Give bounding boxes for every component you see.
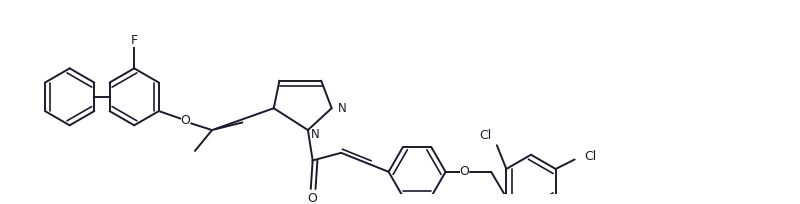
Text: F: F: [130, 34, 138, 47]
Text: Cl: Cl: [479, 129, 491, 142]
Text: O: O: [460, 165, 470, 178]
Text: N: N: [338, 102, 347, 115]
Text: O: O: [308, 192, 318, 204]
Text: N: N: [310, 128, 319, 141]
Text: Cl: Cl: [584, 150, 596, 163]
Text: O: O: [181, 114, 190, 127]
